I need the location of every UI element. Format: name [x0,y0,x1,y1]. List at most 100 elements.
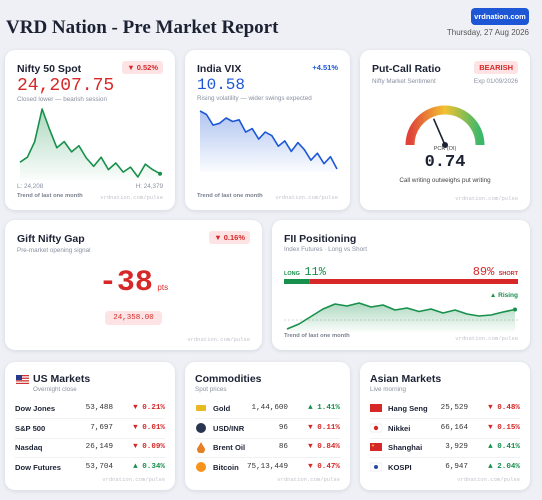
page-title: VRD Nation - Pre Market Report [6,17,279,38]
market-value: 86 [278,443,288,451]
sentiment-badge: BEARISH [474,61,518,74]
market-value: 53,488 [85,404,113,412]
market-value: 26,149 [85,443,113,451]
short-segment [309,279,518,284]
market-row: USD/INR 96 ▼ 0.11% [195,420,340,439]
market-row: Dow Futures 53,704 ▲ 0.34% [15,459,165,477]
change: +4.51% [312,63,338,72]
spark-area [20,109,160,180]
change-badge: ▼ 0.16% [209,231,250,244]
price-pill: 24,358.00 [105,311,162,325]
source: vrdnation.com/pulse [187,336,250,343]
short-pct: 89% [472,265,495,279]
market-row: Nikkei 66,164 ▼ 0.15% [370,420,520,439]
site-link[interactable]: vrdnation.com [471,8,529,25]
source: vrdnation.com/pulse [277,476,340,483]
market-change: ▼ 0.11% [308,423,340,432]
card-title: Nifty 50 Spot [17,63,82,75]
source: vrdnation.com/pulse [455,195,518,202]
subtitle: Spot prices [195,386,227,393]
subtitle: Nifty Market Sentiment [372,78,436,85]
market-icon [370,443,382,451]
market-icon [370,404,382,412]
high: H: 24,379 [135,183,163,190]
gift-card: Gift Nifty Gap ▼ 0.16% Pre-market openin… [5,220,262,350]
market-row: Shanghai 3,929 ▲ 0.41% [370,439,520,458]
market-name: Shanghai [388,443,423,452]
source: vrdnation.com/pulse [102,476,165,483]
market-change: ▲ 0.41% [488,443,520,451]
market-row: Nasdaq 26,149 ▼ 0.09% [15,439,165,458]
sparkline [199,110,338,172]
market-value: 75,13,449 [246,462,288,471]
vix-card: India VIX +4.51% 10.58 Rising volatility… [185,50,350,210]
long-short-bar [284,279,518,284]
market-change: ▲ 1.41% [308,404,340,412]
last-point [158,171,162,176]
market-row: Gold 1,44,600 ▲ 1.41% [195,400,340,419]
market-change: ▼ 0.48% [488,404,520,412]
us-card: US Markets Overnight close vrdnation.com… [5,362,175,490]
market-name: Brent Oil [213,443,246,452]
market-name: USD/INR [213,423,245,433]
market-row: Hang Seng 25,529 ▼ 0.48% [370,400,520,419]
market-name: S&P 500 [15,423,46,433]
spark-area [200,111,337,172]
spark-line [19,108,161,178]
market-row: Dow Jones 53,488 ▼ 0.21% [15,400,165,419]
market-name: Bitcoin [213,462,239,472]
commodities-card: Commodities Spot prices vrdnation.com/pu… [185,362,350,490]
caption: Trend of last one month [17,193,83,199]
market-value: 7,697 [90,423,113,432]
market-name: Gold [213,404,231,413]
card-title: Put-Call Ratio [372,63,441,75]
gap-value: -38 [98,266,153,300]
card-title: Gift Nifty Gap [17,233,85,245]
market-value: 66,164 [440,423,468,432]
market-icon [196,461,206,472]
market-icon [197,442,205,453]
pcr-value: 0.74 [424,153,466,172]
source: vrdnation.com/pulse [457,476,520,483]
market-name: KOSPI [388,462,412,472]
gauge [405,105,485,148]
market-icon [370,423,382,432]
market-icon [370,462,382,471]
fii-card: FII Positioning Index Futures · Long vs … [272,220,530,350]
card-title: Asian Markets [370,373,442,385]
market-name: Nasdaq [15,443,43,452]
nifty-card: Nifty 50 Spot ▼ 0.52% 24,207.75 Closed l… [5,50,175,210]
source: vrdnation.com/pulse [100,194,163,201]
market-change: ▼ 0.01% [133,423,165,432]
source: vrdnation.com/pulse [455,335,518,342]
caption: Trend of last one month [197,193,263,199]
note: Rising volatility — wider swings expecte… [197,95,312,102]
spark-line [286,302,516,330]
gauge-needle [433,118,446,146]
card-title: India VIX [197,63,242,75]
market-change: ▼ 0.84% [308,443,340,451]
market-change: ▼ 0.09% [133,443,165,451]
source: vrdnation.com/pulse [275,194,338,201]
market-value: 53,704 [85,462,113,471]
market-value: 1,44,600 [251,404,288,412]
gauge-arc [405,105,485,146]
note: Call writing outweighs put writing [399,177,491,184]
asia-card: Asian Markets Live morning vrdnation.com… [360,362,530,490]
market-change: ▼ 0.21% [133,404,165,412]
short-label: SHORT [498,271,518,277]
market-name: Nikkei [388,423,411,433]
market-row: Bitcoin 75,13,449 ▼ 0.47% [195,459,340,477]
gauge-label: PCR (OI) [433,146,457,152]
market-change: ▲ 2.04% [488,462,520,471]
long-label: LONG [284,271,300,277]
gap-unit: pts [157,283,169,292]
spark-area [287,303,515,332]
low: L: 24,208 [17,183,44,190]
card-title: Commodities [195,373,262,385]
long-pct: 11% [304,265,326,279]
market-change: ▲ 0.34% [133,462,165,471]
subtitle: Overnight close [33,386,77,393]
market-row: Brent Oil 86 ▼ 0.84% [195,439,340,458]
